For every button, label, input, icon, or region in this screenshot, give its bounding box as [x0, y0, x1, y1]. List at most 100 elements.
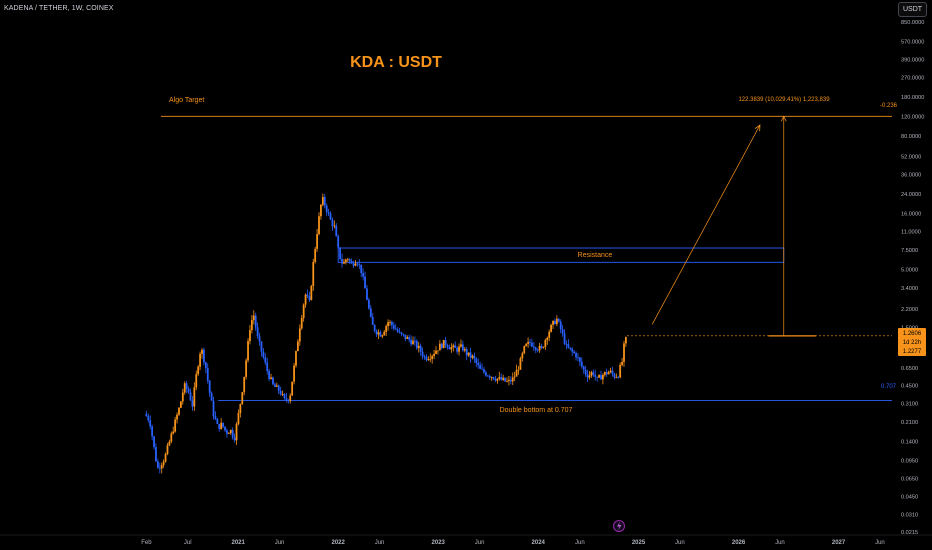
candle-body: [602, 375, 604, 380]
candle-body: [469, 352, 472, 358]
candle-body: [538, 345, 541, 351]
candle-body: [452, 345, 455, 348]
candle-body: [609, 370, 612, 373]
candle-body: [394, 328, 397, 330]
candle-body: [373, 324, 376, 331]
candle-body: [358, 264, 361, 266]
algo-target-label: Algo Target: [169, 97, 204, 104]
candle-body: [203, 349, 205, 363]
resistance-box: [337, 247, 785, 263]
y-tick-label: 52.0000: [901, 155, 921, 161]
candle-body: [561, 329, 564, 334]
candle-body: [318, 216, 320, 235]
y-tick-label: 3.4000: [901, 286, 918, 292]
y-tick-label: 0.2100: [901, 420, 918, 426]
candle-body: [185, 383, 188, 389]
candle-body: [500, 377, 503, 380]
candle-body: [275, 385, 278, 387]
candle-body: [417, 345, 420, 349]
candle-body: [226, 430, 228, 434]
candle-body: [277, 385, 280, 391]
candle-body: [532, 346, 535, 348]
candle-body: [435, 350, 437, 354]
candle-body: [559, 321, 562, 330]
candle-body: [268, 371, 271, 379]
candle-body: [181, 392, 184, 402]
candle-body: [241, 392, 244, 404]
candle-body: [442, 339, 445, 349]
x-tick-label: 2022: [332, 540, 346, 546]
y-tick-label: 80.0000: [901, 134, 921, 140]
candle-body: [256, 327, 259, 337]
candle-body: [490, 377, 493, 378]
candle-body: [214, 416, 217, 419]
candle-body: [156, 461, 159, 468]
candle-body: [281, 394, 284, 395]
x-tick-label: Feb: [141, 540, 152, 546]
x-tick-label: Jun: [875, 540, 885, 546]
candle-body: [298, 328, 301, 342]
candle-body: [208, 380, 211, 393]
candle-body: [461, 344, 464, 351]
last-close-value: 1.2277: [903, 349, 922, 355]
candle-body: [183, 383, 186, 393]
candle-body: [360, 264, 363, 274]
y-tick-label: 850.0000: [901, 20, 924, 26]
candle-body: [534, 347, 537, 351]
candle-body: [201, 349, 203, 354]
candle-body: [529, 341, 531, 343]
candle-body: [496, 378, 499, 381]
candle-body: [273, 384, 276, 387]
chart-title: KDA : USDT: [350, 54, 442, 71]
y-tick-label: 570.0000: [901, 39, 924, 45]
candle-body: [179, 401, 182, 408]
candle-body: [552, 320, 554, 325]
candle-body: [494, 379, 497, 381]
candle-body: [285, 398, 288, 400]
price-axis[interactable]: 850.0000 570.0000 390.0000 270.0000 180.0000…: [901, 20, 924, 536]
x-tick-label: Jun: [475, 540, 485, 546]
candle-body: [479, 365, 482, 369]
candle-body: [172, 431, 175, 434]
candle-body: [611, 370, 614, 375]
candle-body: [548, 331, 551, 338]
y-tick-label: 0.0215: [901, 530, 918, 536]
candle-body: [254, 315, 257, 328]
candle-body: [293, 365, 295, 382]
candle-body: [287, 399, 290, 402]
candle-body: [554, 320, 556, 325]
candle-body: [191, 400, 194, 407]
candle-body: [339, 247, 342, 259]
candle-body: [252, 315, 255, 321]
candle-body: [390, 321, 393, 326]
candle-body: [195, 374, 198, 388]
candle-body: [166, 445, 169, 454]
candle-body: [615, 376, 618, 378]
candle-body: [379, 332, 382, 337]
candle-body: [540, 345, 543, 348]
candle-body: [389, 321, 391, 323]
candle-body: [222, 422, 224, 427]
lightning-event-icon[interactable]: [613, 520, 625, 532]
candle-body: [623, 343, 625, 362]
candle-body: [174, 419, 177, 432]
time-axis[interactable]: Feb Jul 2021 Jun 2022 Jun 2023 Jun 2024 Jun 2025 Ju…: [0, 534, 932, 546]
candle-body: [513, 376, 516, 378]
currency-button[interactable]: USDT: [898, 2, 927, 17]
candle-body: [483, 369, 485, 373]
candle-body: [446, 345, 449, 348]
candle-body: [176, 414, 178, 420]
candle-body: [580, 361, 583, 367]
y-tick-label: 120.0000: [901, 114, 924, 120]
candle-body: [375, 330, 378, 335]
y-tick-label: 270.0000: [901, 75, 924, 81]
candle-body: [423, 356, 426, 358]
candle-body: [247, 341, 249, 361]
candle-body: [189, 392, 192, 401]
y-tick-label: 0.1400: [901, 440, 918, 446]
candle-body: [260, 341, 263, 352]
candle-body: [456, 347, 459, 352]
candle-body: [515, 369, 518, 377]
candle-body: [331, 219, 334, 227]
